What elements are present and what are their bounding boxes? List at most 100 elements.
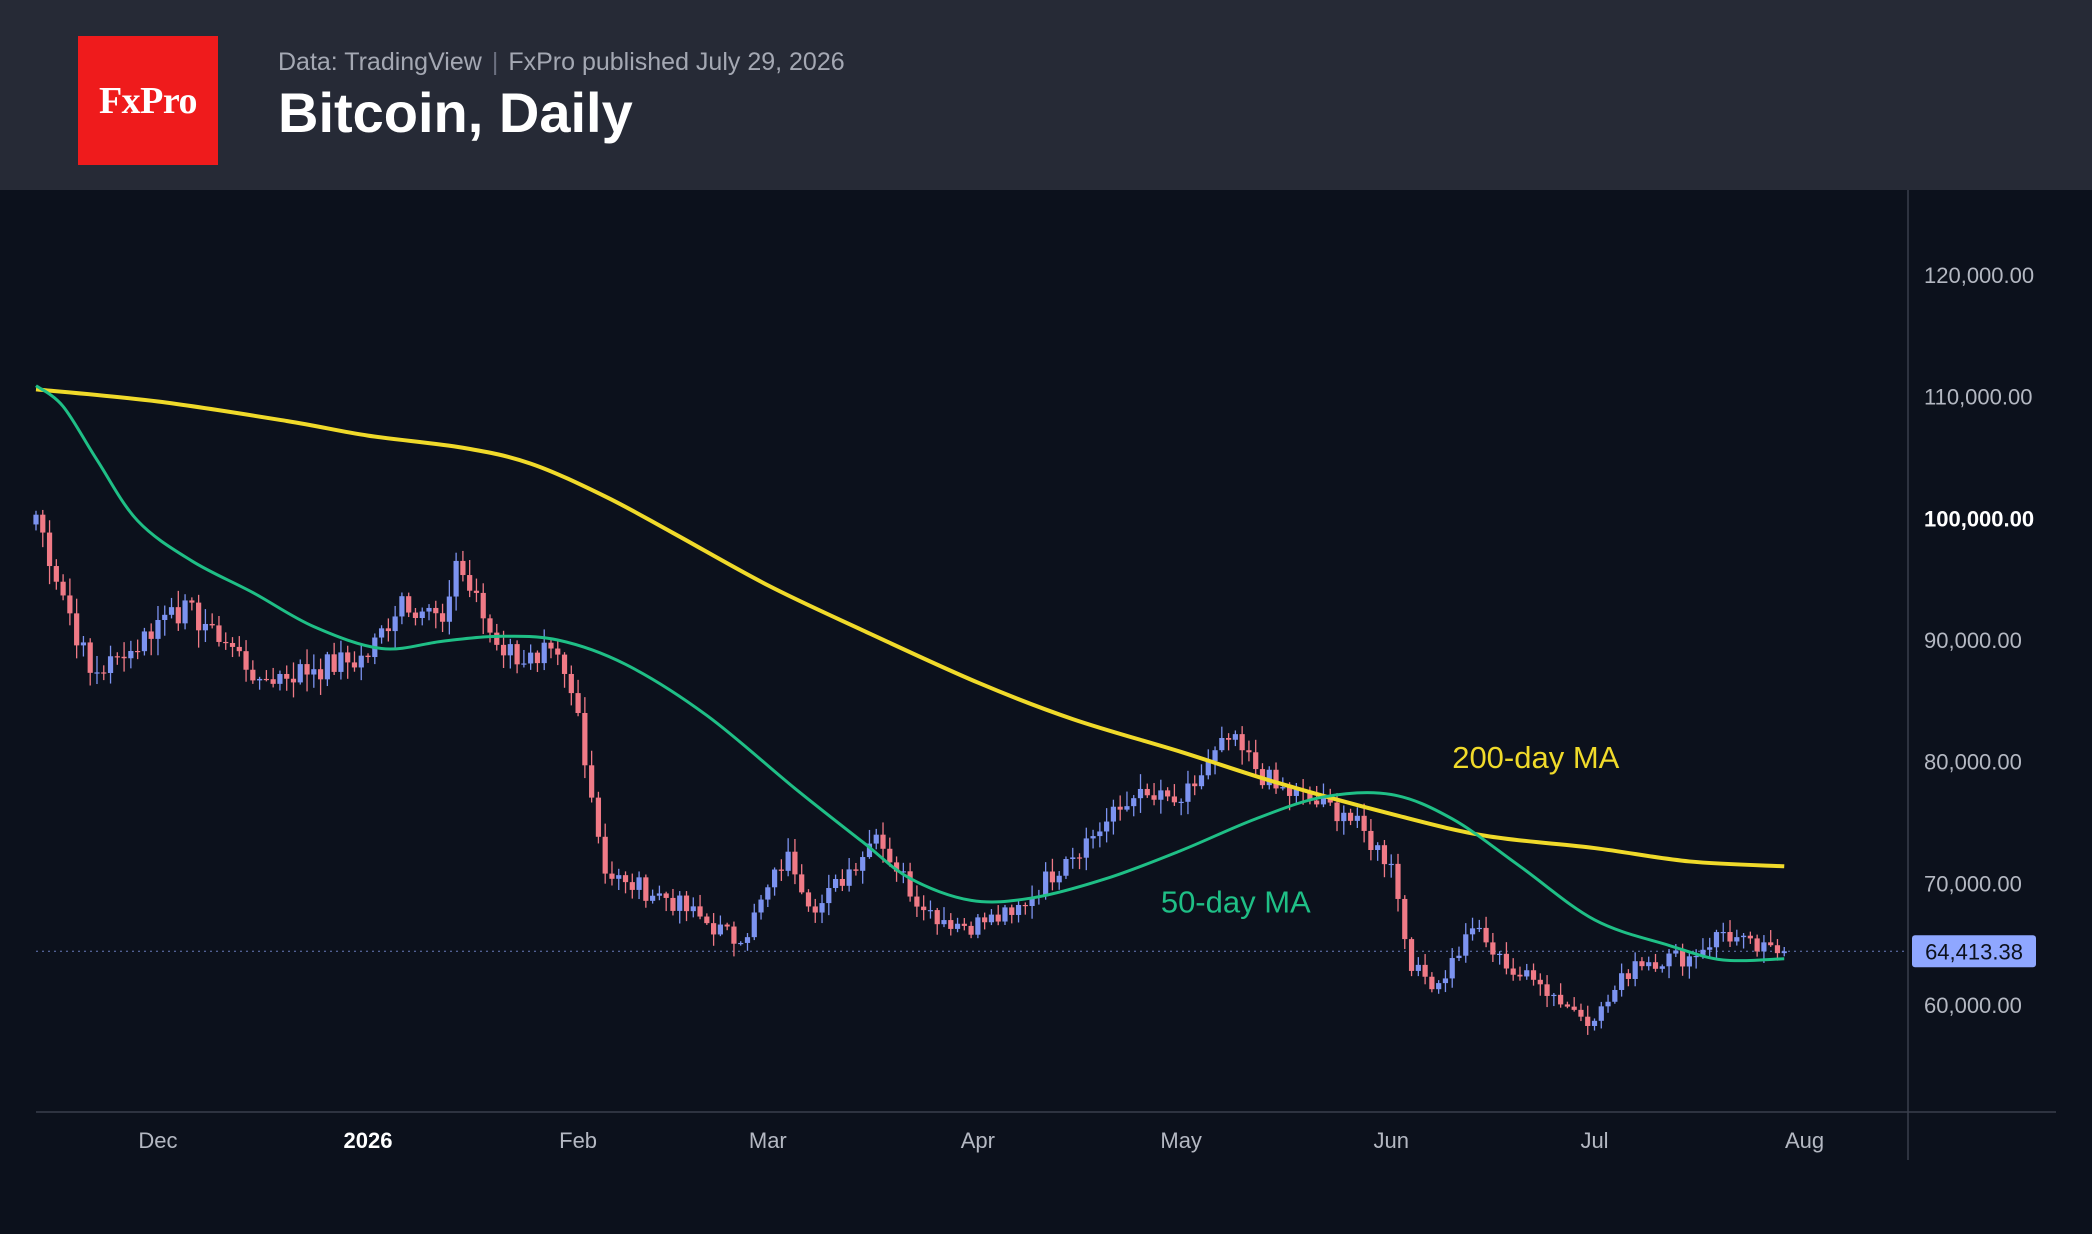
- candle-body: [819, 903, 825, 913]
- x-tick-label: 2026: [344, 1128, 393, 1153]
- candle-down: [1117, 795, 1123, 821]
- candle-body: [263, 678, 269, 681]
- candle-up: [1212, 746, 1218, 775]
- candle-body: [1341, 812, 1347, 822]
- candle-body: [1178, 801, 1184, 804]
- candle-down: [1239, 726, 1245, 765]
- candle-body: [1381, 845, 1388, 865]
- candle-body: [1598, 1006, 1604, 1021]
- candle-body: [866, 843, 873, 858]
- candle-body: [1354, 815, 1360, 821]
- meta-separator: |: [491, 48, 499, 76]
- candle-down: [439, 603, 446, 633]
- candle-up: [311, 654, 317, 688]
- candle-body: [758, 899, 764, 913]
- candle-body: [1761, 942, 1767, 952]
- candle-body: [1171, 796, 1177, 803]
- candle-body: [1219, 737, 1225, 751]
- candle-body: [785, 851, 791, 871]
- candle-body: [141, 631, 148, 652]
- candle-body: [1347, 812, 1354, 821]
- candle-down: [317, 658, 324, 695]
- candle-body: [385, 628, 391, 632]
- candle-up: [717, 915, 723, 937]
- candle-body: [270, 679, 276, 684]
- candle-body: [243, 651, 249, 670]
- candle-body: [650, 895, 656, 901]
- fxpro-logo[interactable]: FxPro: [78, 36, 218, 165]
- candle-down: [711, 913, 717, 946]
- candle-down: [683, 891, 690, 922]
- publish-info: FxPro published July 29, 2026: [508, 48, 845, 76]
- candle-down: [731, 921, 737, 957]
- candle-body: [1253, 752, 1259, 770]
- candle-body: [1395, 863, 1401, 899]
- candle-up: [616, 868, 622, 891]
- candle-down: [534, 650, 541, 673]
- candle-down: [609, 861, 615, 886]
- ma50-label: 50-day MA: [1161, 885, 1311, 920]
- candle-body: [1110, 806, 1117, 822]
- candle-down: [589, 750, 595, 803]
- candle-body: [487, 618, 493, 633]
- candle-body: [514, 644, 520, 665]
- candle-body: [412, 612, 419, 619]
- candle-body: [1368, 830, 1374, 850]
- candle-down: [1517, 966, 1523, 981]
- candle-up: [1415, 957, 1421, 977]
- candle-down: [1510, 958, 1516, 981]
- candle-body: [1076, 857, 1083, 859]
- candle-body: [1517, 974, 1523, 977]
- candle-body: [1476, 927, 1482, 930]
- candle-up: [80, 636, 87, 657]
- candle-body: [656, 893, 663, 896]
- candle-up: [1388, 854, 1394, 878]
- candle-up: [1469, 917, 1476, 941]
- candle-body: [453, 560, 459, 597]
- candle-body: [196, 602, 202, 631]
- candle-up: [1029, 885, 1035, 919]
- candle-up: [1104, 808, 1110, 843]
- candle-up: [182, 594, 188, 630]
- chart-meta: Data: TradingView | FxPro published July 2…: [278, 48, 845, 77]
- candle-body: [121, 656, 127, 659]
- candle-down: [670, 888, 676, 916]
- candle-body: [351, 662, 358, 668]
- candle-body: [1693, 955, 1699, 958]
- candle-body: [1185, 783, 1191, 802]
- candle-up: [1686, 951, 1692, 979]
- candle-up: [446, 580, 452, 635]
- candle-down: [1564, 1001, 1571, 1009]
- candle-body: [1530, 970, 1537, 980]
- candle-down: [595, 791, 602, 844]
- candle-body: [860, 857, 866, 871]
- candle-up: [846, 858, 852, 892]
- candle-down: [1246, 740, 1252, 762]
- candle-up: [1178, 798, 1184, 816]
- candle-up: [128, 640, 134, 669]
- candle-down: [704, 913, 710, 925]
- candle-down: [1361, 803, 1367, 843]
- candle-up: [988, 909, 995, 926]
- candle-body: [392, 616, 398, 632]
- candle-up: [168, 597, 175, 619]
- candle-up: [1734, 929, 1740, 946]
- candle-body: [1246, 750, 1252, 753]
- candle-down: [487, 614, 493, 643]
- candle-up: [1551, 992, 1557, 1007]
- candle-down: [1652, 953, 1659, 972]
- y-tick-label: 80,000.00: [1924, 750, 2022, 775]
- candle-body: [500, 644, 507, 656]
- candle-body: [805, 892, 812, 907]
- candle-up: [1198, 764, 1205, 790]
- candle-body: [1639, 961, 1645, 967]
- candle-body: [934, 910, 940, 925]
- candle-body: [1280, 787, 1286, 789]
- candle-body: [1469, 928, 1476, 935]
- candle-up: [873, 828, 879, 850]
- candle-up: [656, 885, 663, 901]
- candle-up: [1659, 964, 1665, 973]
- candle-body: [331, 654, 337, 672]
- candle-down: [880, 822, 886, 863]
